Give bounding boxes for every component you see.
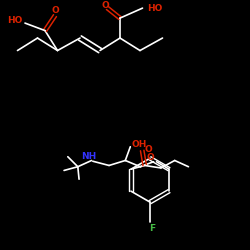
Text: O: O [51, 6, 59, 15]
Text: O: O [144, 145, 152, 154]
Text: F: F [150, 224, 156, 233]
Text: NH: NH [82, 152, 97, 161]
Text: HO: HO [147, 4, 163, 13]
Text: HO: HO [7, 16, 23, 25]
Text: O: O [101, 1, 109, 10]
Text: OH: OH [131, 140, 147, 149]
Text: O: O [146, 154, 154, 162]
